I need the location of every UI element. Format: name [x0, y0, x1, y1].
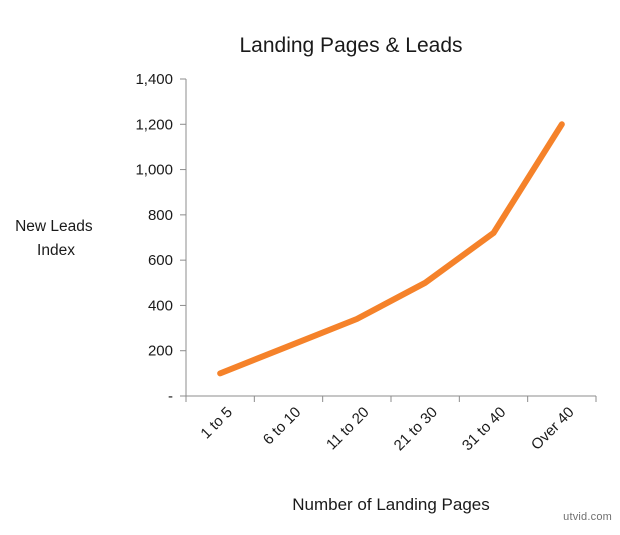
- y-axis-label: New Leads Index: [15, 218, 97, 259]
- y-axis-tick-label: 1,400: [135, 71, 173, 88]
- x-axis-tick-group: 1 to 5 6 to 10 11 to 20 21 to 30 31 to 40 Ove…: [186, 396, 596, 454]
- axes-group: [186, 79, 596, 396]
- y-axis-tick-label: 600: [148, 252, 173, 269]
- x-axis-tick-label: 6 to 10: [260, 404, 304, 448]
- watermark-text: utvid.com: [563, 511, 612, 523]
- x-axis-tick-label: 31 to 40: [459, 404, 509, 454]
- y-axis-tick-label: 200: [148, 343, 173, 360]
- x-axis-tick-label: 11 to 20: [323, 404, 373, 454]
- series-group: [220, 124, 562, 373]
- x-axis-label: Number of Landing Pages: [292, 495, 490, 514]
- series-line: [220, 124, 562, 373]
- y-axis-tick-label: 400: [148, 297, 173, 314]
- y-axis-label-line-2: Index: [37, 242, 75, 259]
- x-axis-tick-label: 1 to 5: [197, 404, 236, 443]
- y-axis-tick-label: -: [168, 388, 173, 405]
- y-axis-tick-label: 1,200: [135, 116, 173, 133]
- chart-title: Landing Pages & Leads: [239, 34, 462, 57]
- x-axis-tick-label: Over 40: [528, 404, 578, 454]
- y-axis-tick-group: - 200 400 600 800 1,000 1,200 1,400: [135, 71, 186, 405]
- y-axis-tick-label: 800: [148, 207, 173, 224]
- y-axis-tick-label: 1,000: [135, 162, 173, 179]
- x-axis-tick-label: 21 to 30: [391, 404, 441, 454]
- y-axis-label-line-1: New Leads: [15, 218, 93, 235]
